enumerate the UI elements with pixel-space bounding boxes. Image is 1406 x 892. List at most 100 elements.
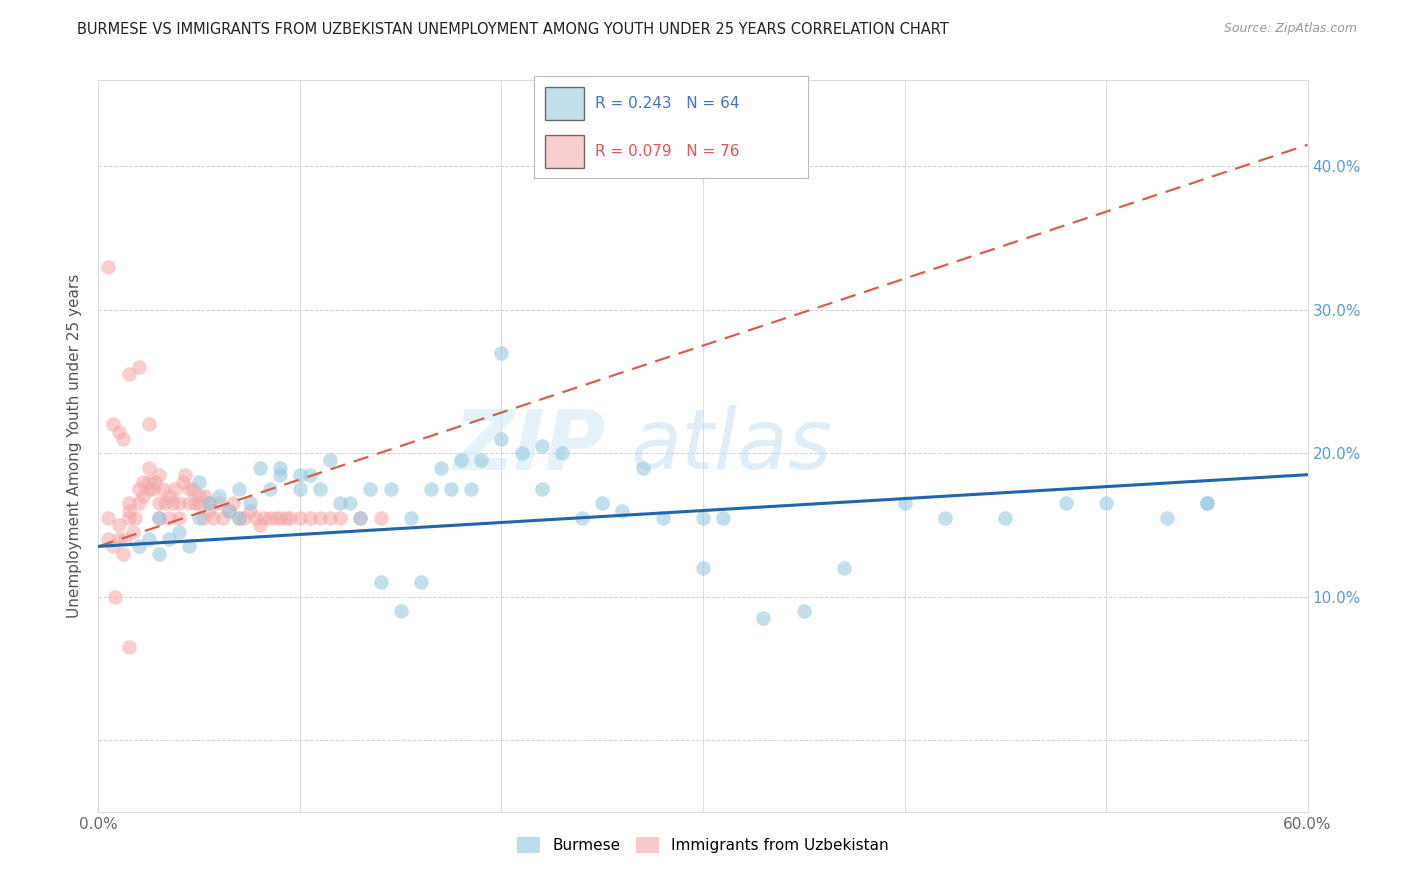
Point [138, 417, 160, 432]
Point [288, 482, 311, 496]
Point [259, 482, 281, 496]
Point [1054, 496, 1077, 510]
Point [118, 368, 141, 382]
Text: atlas: atlas [630, 406, 832, 486]
Point [148, 547, 170, 561]
Point [370, 575, 392, 590]
Point [228, 510, 250, 524]
Legend: Burmese, Immigrants from Uzbekistan: Burmese, Immigrants from Uzbekistan [512, 830, 894, 859]
Point [132, 475, 155, 489]
Point [389, 604, 412, 618]
Point [188, 489, 211, 503]
Point [249, 517, 271, 532]
Point [264, 510, 287, 524]
Text: BURMESE VS IMMIGRANTS FROM UZBEKISTAN UNEMPLOYMENT AMONG YOUTH UNDER 25 YEARS CO: BURMESE VS IMMIGRANTS FROM UZBEKISTAN UN… [77, 22, 949, 37]
Point [319, 453, 342, 467]
Point [132, 489, 155, 503]
Point [124, 510, 146, 524]
Point [162, 496, 184, 510]
Point [121, 524, 143, 539]
Point [153, 496, 176, 510]
Point [832, 561, 855, 575]
Point [188, 510, 211, 524]
Point [692, 510, 714, 524]
Point [491, 345, 513, 359]
Point [118, 503, 141, 517]
Point [202, 510, 225, 524]
Point [179, 540, 201, 554]
Point [360, 482, 382, 496]
Point [179, 496, 201, 510]
Point [440, 482, 463, 496]
Point [172, 475, 194, 489]
Point [239, 503, 262, 517]
Point [179, 482, 201, 496]
Point [349, 510, 371, 524]
Point [288, 510, 311, 524]
Point [752, 611, 775, 625]
Point [329, 496, 352, 510]
Point [118, 496, 141, 510]
Point [138, 475, 160, 489]
Point [249, 460, 271, 475]
Point [278, 510, 301, 524]
Point [148, 496, 170, 510]
Point [349, 510, 371, 524]
Point [651, 510, 673, 524]
Point [228, 510, 250, 524]
Text: R = 0.243   N = 64: R = 0.243 N = 64 [595, 96, 740, 111]
Point [1095, 496, 1118, 510]
Point [269, 460, 291, 475]
Point [198, 503, 221, 517]
Point [138, 482, 160, 496]
Point [138, 460, 160, 475]
Point [551, 446, 574, 460]
Point [138, 533, 160, 547]
Point [380, 482, 402, 496]
Point [208, 496, 231, 510]
Point [152, 482, 174, 496]
Point [118, 510, 141, 524]
Y-axis label: Unemployment Among Youth under 25 years: Unemployment Among Youth under 25 years [66, 274, 82, 618]
Text: R = 0.079   N = 76: R = 0.079 N = 76 [595, 145, 740, 160]
Point [269, 467, 291, 482]
Point [430, 460, 453, 475]
Point [181, 482, 204, 496]
Point [399, 510, 422, 524]
Point [239, 496, 262, 510]
Point [1195, 496, 1218, 510]
FancyBboxPatch shape [546, 87, 583, 120]
Point [893, 496, 915, 510]
Point [142, 482, 165, 496]
Point [274, 510, 297, 524]
Point [253, 510, 276, 524]
Point [148, 510, 170, 524]
Point [288, 467, 311, 482]
Point [530, 482, 553, 496]
Point [228, 482, 250, 496]
Point [128, 482, 150, 496]
Point [128, 496, 150, 510]
Point [319, 510, 342, 524]
Point [188, 475, 211, 489]
FancyBboxPatch shape [546, 136, 583, 168]
Point [309, 510, 332, 524]
Point [631, 460, 654, 475]
Point [118, 640, 141, 654]
Point [409, 575, 432, 590]
Point [101, 417, 124, 432]
Point [107, 517, 129, 532]
Point [157, 489, 180, 503]
Point [128, 360, 150, 375]
Point [111, 547, 134, 561]
Point [450, 453, 472, 467]
Point [245, 510, 267, 524]
Point [232, 510, 254, 524]
Point [97, 533, 120, 547]
Point [97, 260, 120, 274]
Point [269, 510, 291, 524]
Point [793, 604, 815, 618]
Point [167, 510, 190, 524]
Point [167, 524, 190, 539]
Point [711, 510, 734, 524]
